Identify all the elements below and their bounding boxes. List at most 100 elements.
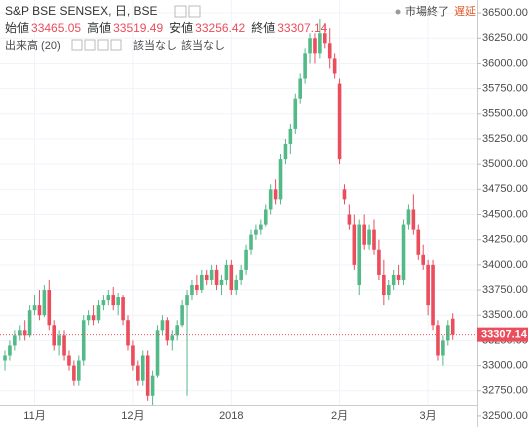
indicator-icon[interactable] xyxy=(84,39,96,51)
candle-body xyxy=(293,98,298,129)
candle-body xyxy=(382,274,386,296)
candle-body xyxy=(244,249,248,270)
candle-body xyxy=(273,189,278,200)
y-tick-label: 32750.00 xyxy=(482,385,528,397)
candle-body xyxy=(426,264,430,306)
y-tick-label: 33500.00 xyxy=(482,309,528,321)
y-tick-label: 34500.00 xyxy=(482,208,528,220)
candle-body xyxy=(249,234,253,250)
candle-body xyxy=(52,325,56,346)
candle-body xyxy=(229,264,234,291)
candle-body xyxy=(209,269,214,280)
candle-body xyxy=(323,33,327,44)
candle-body xyxy=(165,320,170,341)
indicator-name: 出来高 (20) xyxy=(5,38,61,52)
candle-body xyxy=(8,345,12,356)
candle-body xyxy=(278,159,283,200)
candle-body xyxy=(160,320,165,331)
candle-body xyxy=(185,295,189,306)
status-dot xyxy=(395,9,401,15)
candle-body xyxy=(416,229,421,255)
candle-body xyxy=(190,285,194,296)
candle-body xyxy=(106,295,111,301)
candle-body xyxy=(436,325,440,356)
candle-body xyxy=(441,340,445,356)
indicator-icon[interactable] xyxy=(97,39,109,51)
candle-body xyxy=(332,58,337,74)
settings-icon[interactable] xyxy=(174,5,187,18)
candle-body xyxy=(396,274,401,280)
candle-body xyxy=(140,355,145,381)
x-tick-label: 11月 xyxy=(23,410,45,422)
candle-body xyxy=(81,320,86,361)
y-tick-label: 35750.00 xyxy=(482,83,528,95)
y-tick-label: 34250.00 xyxy=(482,234,528,246)
indicator-icon[interactable] xyxy=(71,39,83,51)
candle-body xyxy=(367,229,371,245)
ohlc-label: 安値 xyxy=(169,20,193,35)
candle-body xyxy=(401,224,406,280)
candle-body xyxy=(42,290,47,316)
delay[interactable]: 遅延 xyxy=(454,5,476,18)
candle-body xyxy=(391,274,396,286)
candle-body xyxy=(446,325,450,341)
x-tick-label: 2018 xyxy=(219,410,243,422)
ohlc-value: 33307.14 xyxy=(277,21,327,35)
candle-body xyxy=(303,53,307,79)
candle-body xyxy=(357,224,362,286)
indicator-icon[interactable] xyxy=(110,39,122,51)
indicator-value: 該当なし xyxy=(133,38,177,52)
candle-body xyxy=(27,310,32,336)
candle-body xyxy=(268,189,273,210)
candle-body xyxy=(204,274,209,280)
grid xyxy=(0,0,477,405)
header: S&P BSE SENSEX, 日, BSE 市場終了 遅延 始値 33465.0… xyxy=(5,4,476,52)
candle-body xyxy=(47,290,52,326)
chart-title: S&P BSE SENSEX, 日, BSE xyxy=(5,4,158,18)
candle-body xyxy=(116,297,120,306)
candle-body xyxy=(17,330,22,336)
candle-body xyxy=(175,325,179,336)
ohlc-label: 終値 xyxy=(251,20,275,35)
candle-body xyxy=(111,295,116,306)
candle-body xyxy=(263,209,268,225)
candle-body xyxy=(22,330,27,336)
y-tick-label: 32500.00 xyxy=(482,410,528,422)
candle-body xyxy=(298,78,302,99)
candle-body xyxy=(308,38,312,54)
candle-body xyxy=(283,144,288,160)
candle-body xyxy=(32,305,37,311)
candle-body xyxy=(180,305,184,326)
candle-body xyxy=(327,43,332,59)
candle-body xyxy=(421,254,425,265)
close-icon[interactable] xyxy=(188,5,201,18)
candle-body xyxy=(288,128,293,145)
candle-body xyxy=(155,330,160,376)
candle-body xyxy=(214,269,219,286)
candle-body xyxy=(195,285,199,291)
x-tick-label: 12月 xyxy=(121,410,144,422)
candle-body xyxy=(362,224,366,245)
candle-body xyxy=(131,345,135,366)
axes: 32500.0032750.0033000.0033250.0033500.00… xyxy=(0,7,528,422)
candle-body xyxy=(67,355,71,366)
ohlc-label: 高値 xyxy=(87,20,111,35)
candle-body xyxy=(200,274,204,291)
y-tick-label: 33000.00 xyxy=(482,359,528,371)
candle-body xyxy=(86,315,91,321)
candle-body xyxy=(150,375,155,396)
y-tick-label: 35000.00 xyxy=(482,158,528,170)
ohlc-value: 33256.42 xyxy=(195,21,245,35)
y-tick-label: 34750.00 xyxy=(482,183,528,195)
candle-body xyxy=(121,297,125,321)
candle-body xyxy=(224,264,229,280)
candle-body xyxy=(145,355,150,396)
candle-body xyxy=(239,269,243,280)
candle-body xyxy=(234,279,239,291)
candle-body xyxy=(101,300,106,306)
candle-body xyxy=(170,335,175,341)
y-tick-label: 36500.00 xyxy=(482,7,528,19)
candle-body xyxy=(57,335,61,346)
ohlc-value: 33465.05 xyxy=(31,21,81,35)
